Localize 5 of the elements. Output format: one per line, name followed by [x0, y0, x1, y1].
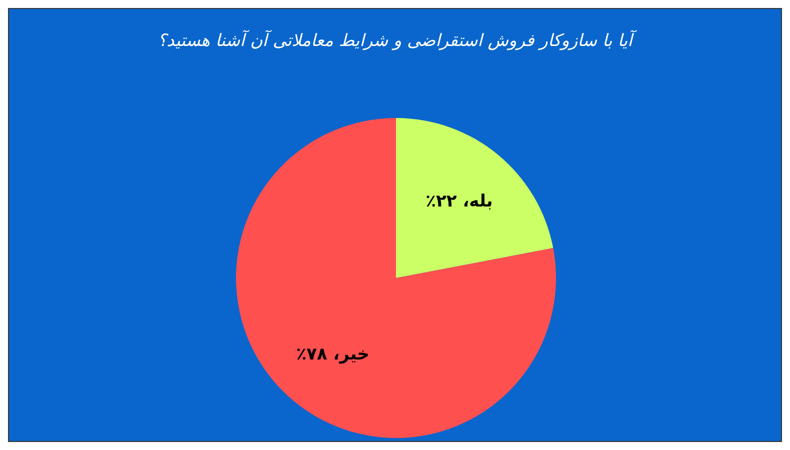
slice-label: بله، ۲۲٪: [426, 192, 493, 212]
chart-title: آیا با سازوکار فروش استقراضی و شرایط معاملاتی آن آشنا هستید؟: [156, 31, 638, 51]
slice-label: خیر، ۷۸٪: [296, 344, 370, 364]
pie-slice: [236, 118, 556, 438]
pie-slice: [396, 118, 554, 278]
